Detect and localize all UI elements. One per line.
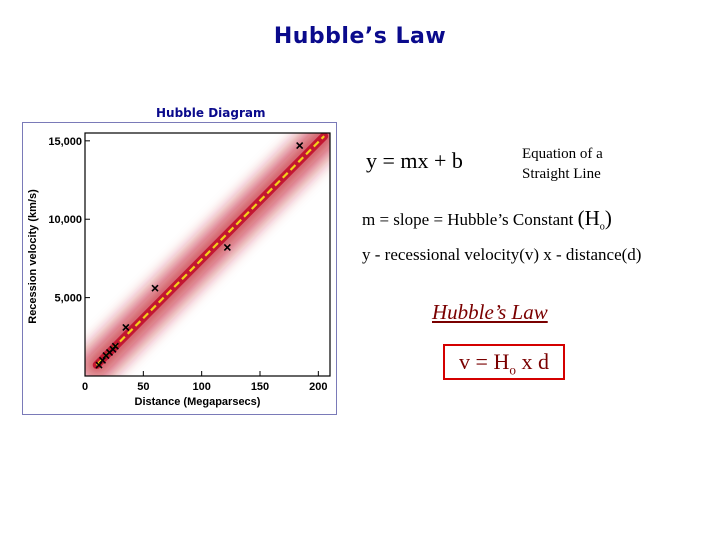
data-point bbox=[223, 243, 231, 252]
law-heading: Hubble’s Law bbox=[432, 300, 548, 324]
x-tick-label: 50 bbox=[137, 381, 149, 393]
slope-h: (H bbox=[577, 206, 600, 230]
slope-sub: o bbox=[599, 221, 605, 233]
x-tick-label: 200 bbox=[309, 381, 327, 393]
x-tick-label: 0 bbox=[82, 381, 88, 393]
chart-subtitle: Hubble Diagram bbox=[156, 106, 266, 120]
data-point bbox=[111, 342, 119, 350]
y-axis-label: Recession velocity (km/s) bbox=[27, 189, 39, 324]
fit-line bbox=[95, 135, 325, 366]
page-title: Hubble’s Law bbox=[273, 24, 447, 49]
plot-frame bbox=[84, 132, 331, 377]
equation-desc-line2: Straight Line bbox=[522, 166, 601, 182]
y-tick-label: 5,000 bbox=[54, 293, 82, 305]
hubble-diagram: 0 50 100 150 200 5,000 10,000 15,000 Distance (M… bbox=[22, 122, 337, 415]
slope-close: ) bbox=[604, 206, 612, 230]
x-tick-label: 100 bbox=[192, 381, 210, 393]
law-eq-right: x d bbox=[515, 349, 549, 374]
law-equation-box: v = Ho x d bbox=[443, 344, 565, 380]
slope-definition: m = slope = Hubble’s Constant (Ho) bbox=[362, 206, 612, 232]
law-eq-sub: o bbox=[509, 362, 516, 378]
law-eq-left: v = H bbox=[459, 349, 510, 374]
equation-desc-line1: Equation of a bbox=[522, 146, 603, 162]
slope-text: m = slope = Hubble’s Constant bbox=[362, 210, 578, 229]
y-tick-label: 15,000 bbox=[48, 136, 82, 148]
data-point bbox=[296, 141, 304, 150]
linear-equation: y = mx + b bbox=[366, 148, 463, 173]
data-point bbox=[98, 356, 107, 364]
data-point bbox=[122, 323, 130, 331]
variable-definitions: y - recessional velocity(v) x - distance… bbox=[362, 245, 642, 264]
data-point bbox=[95, 361, 103, 369]
y-tick-label: 10,000 bbox=[48, 214, 82, 226]
equation-description: Equation of a Straight Line bbox=[522, 144, 603, 184]
hubble-chart: 0 50 100 150 200 5,000 10,000 15,000 Distance (M… bbox=[27, 132, 331, 408]
data-point bbox=[151, 284, 159, 292]
x-tick-label: 150 bbox=[251, 381, 269, 393]
x-axis-label: Distance (Megaparsecs) bbox=[135, 396, 261, 408]
